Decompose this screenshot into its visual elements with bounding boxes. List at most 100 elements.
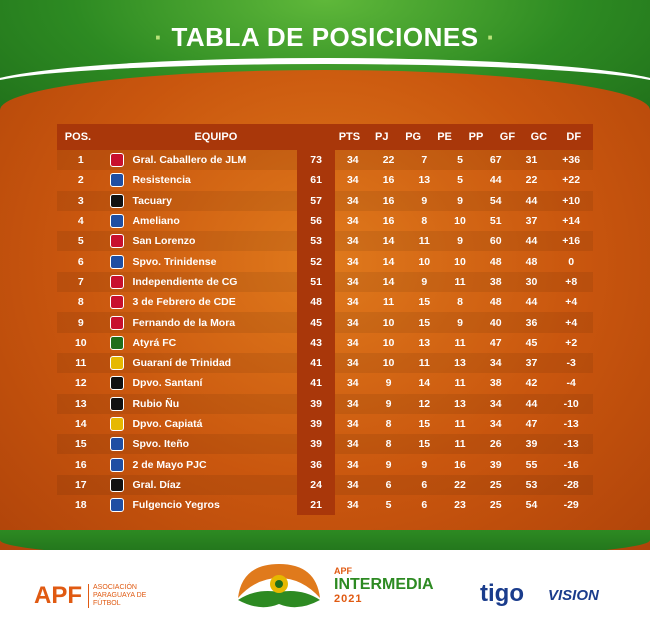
table-header-row: POS. EQUIPO PTS PJ PG PE PP GF GC DF <box>57 124 593 150</box>
cell-gc: 44 <box>525 296 538 309</box>
team-crest-cell <box>105 274 129 289</box>
cell-pos: 11 <box>75 357 87 370</box>
cell-df: +8 <box>565 275 578 288</box>
table-row: 12 Dpvo. Santaní 41 34 9 14 11 38 42 -4 <box>57 373 593 394</box>
cell-gf: 47 <box>489 336 502 349</box>
cell-pts: 39 <box>297 393 335 414</box>
header-pg: PG <box>405 131 422 143</box>
cell-pg: 14 <box>382 275 395 288</box>
team-crest-cell <box>105 457 129 472</box>
cell-gf: 39 <box>489 458 502 471</box>
cell-pj: 34 <box>346 235 359 248</box>
cell-pe: 15 <box>418 438 431 451</box>
cell-pj: 34 <box>346 255 359 268</box>
cell-pts: 61 <box>297 170 335 191</box>
standings-table: POS. EQUIPO PTS PJ PG PE PP GF GC DF 1 Gr… <box>57 124 593 516</box>
table-row: 1 Gral. Caballero de JLM 73 34 22 7 5 67 31 +36 <box>57 150 593 171</box>
cell-pe: 6 <box>421 478 428 491</box>
team-crest-cell <box>105 234 129 249</box>
cell-pj: 34 <box>346 154 359 167</box>
cell-pp: 9 <box>457 194 463 207</box>
intermedia-emblem <box>232 558 326 612</box>
cell-gf: 26 <box>489 438 502 451</box>
team-crest-cell <box>105 477 129 492</box>
cell-team: Gral. Díaz <box>132 478 181 491</box>
team-crest-cell <box>105 417 129 431</box>
cell-pg: 10 <box>382 316 395 329</box>
cell-gc: 22 <box>525 174 538 187</box>
cell-pe: 9 <box>421 275 428 288</box>
team-crest-cell <box>105 254 129 269</box>
cell-pg: 5 <box>385 499 392 512</box>
cell-pe: 11 <box>418 235 430 248</box>
cell-pe: 15 <box>418 296 431 309</box>
cell-pts: 43 <box>297 332 335 353</box>
cell-pos: 5 <box>77 235 84 248</box>
white-swoosh <box>0 58 650 104</box>
cell-team: Gral. Caballero de JLM <box>132 154 247 167</box>
cell-pos: 12 <box>74 377 87 390</box>
cell-df: +14 <box>562 215 581 228</box>
cell-team: Resistencia <box>132 174 191 187</box>
header-gf: GF <box>499 131 516 143</box>
cell-pos: 18 <box>74 499 87 512</box>
cell-pj: 34 <box>346 316 359 329</box>
team-crest-icon <box>109 376 124 391</box>
cell-df: -28 <box>563 478 579 491</box>
table-row: 6 Spvo. Trinidense 52 34 14 10 10 48 48 0 <box>57 251 593 272</box>
team-crest-icon <box>109 335 124 350</box>
cell-team: Spvo. Trinidense <box>132 255 217 268</box>
cell-pts: 51 <box>297 271 335 293</box>
cell-gc: 44 <box>525 235 538 248</box>
team-crest-icon <box>109 254 124 269</box>
cell-pj: 34 <box>346 478 359 491</box>
team-crest-icon <box>109 356 124 371</box>
cell-pe: 15 <box>418 316 431 329</box>
cell-pg: 9 <box>385 377 392 390</box>
cell-pg: 9 <box>385 397 392 410</box>
cell-pj: 34 <box>346 275 359 288</box>
cell-df: +4 <box>565 316 578 329</box>
cell-pos: 10 <box>74 336 87 349</box>
header-gc: GC <box>530 131 548 143</box>
cell-gf: 60 <box>489 235 502 248</box>
header-df: DF <box>566 131 582 143</box>
cell-pp: 8 <box>457 296 463 309</box>
table-row: 8 3 de Febrero de CDE 48 34 11 15 8 48 44 +4 <box>57 292 593 313</box>
cell-pts: 48 <box>297 292 335 313</box>
team-crest-icon <box>109 477 124 492</box>
cell-pj: 34 <box>346 357 359 370</box>
table-row: 9 Fernando de la Mora 45 34 10 15 9 40 36 +4 <box>57 312 593 333</box>
header-team: EQUIPO <box>194 131 238 143</box>
cell-pts: 57 <box>297 190 335 211</box>
cell-pts: 21 <box>297 495 335 516</box>
cell-pp: 10 <box>454 215 466 228</box>
team-crest-icon <box>109 437 124 452</box>
table-row: 11 Guaraní de Trinidad 41 34 10 11 13 34 37 -3 <box>57 352 593 374</box>
cell-pj: 34 <box>346 438 359 451</box>
cell-pj: 34 <box>346 377 359 390</box>
cell-team: Spvo. Iteño <box>132 438 190 451</box>
cell-df: +2 <box>565 336 578 349</box>
cell-pts: 41 <box>297 352 335 374</box>
cell-team: 3 de Febrero de CDE <box>132 296 236 309</box>
cell-pts: 24 <box>297 474 335 496</box>
cell-pj: 34 <box>346 397 359 410</box>
cell-pp: 22 <box>454 478 466 491</box>
cell-pp: 16 <box>454 458 466 471</box>
cell-pp: 5 <box>457 154 463 167</box>
cell-pos: 16 <box>74 458 87 471</box>
cell-df: -13 <box>563 438 579 451</box>
team-crest-cell <box>105 153 129 168</box>
cell-pe: 9 <box>421 194 428 207</box>
title-text: TABLA DE POSICIONES <box>171 22 479 52</box>
team-crest-cell <box>105 356 129 371</box>
header-pos: POS. <box>64 131 92 143</box>
table-row: 5 San Lorenzo 53 34 14 11 9 60 44 +16 <box>57 231 593 252</box>
cell-df: +22 <box>562 174 581 187</box>
cell-pg: 8 <box>385 418 392 430</box>
table-row: 7 Independiente de CG 51 34 14 9 11 38 30 +8 <box>57 271 593 293</box>
apf-logo: APF ASOCIACIÓN PARAGUAYA DE FÚTBOL <box>34 582 153 610</box>
cell-pos: 14 <box>74 418 87 430</box>
team-crest-icon <box>109 214 124 229</box>
